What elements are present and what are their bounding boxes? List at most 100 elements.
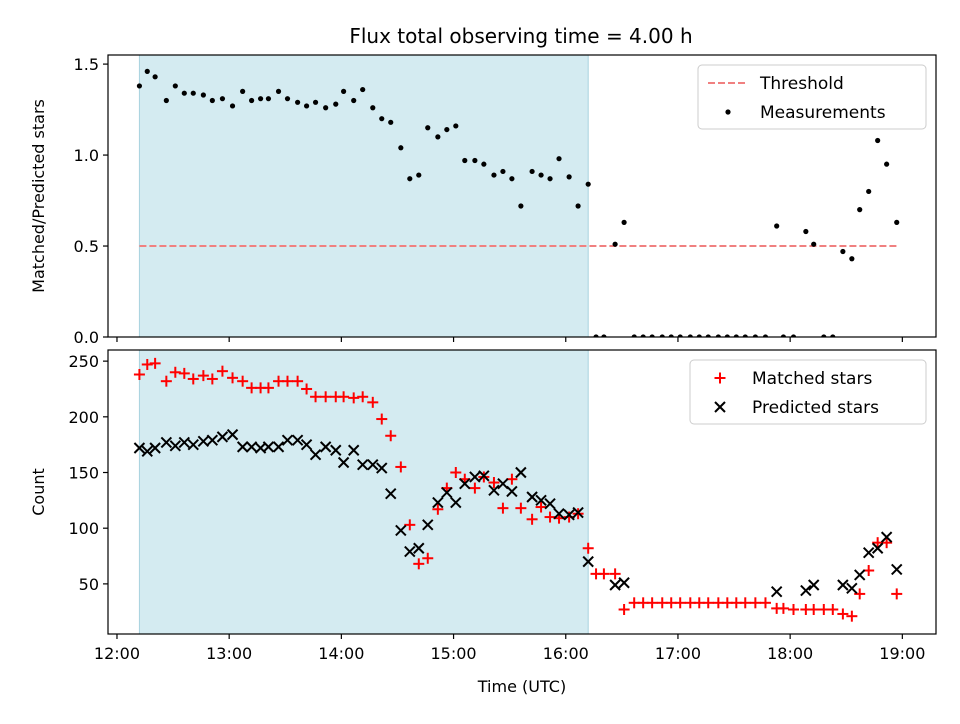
data-point bbox=[609, 579, 621, 591]
data-point bbox=[360, 86, 366, 93]
data-point bbox=[563, 509, 575, 521]
data-point bbox=[237, 375, 249, 387]
data-point bbox=[152, 74, 158, 80]
data-point bbox=[395, 461, 407, 473]
data-point-stroke bbox=[291, 434, 304, 446]
data-point bbox=[181, 90, 187, 96]
data-point-stroke bbox=[469, 471, 481, 483]
x-tick-label: 13:00 bbox=[206, 644, 252, 663]
data-point-stroke bbox=[837, 579, 849, 591]
data-point bbox=[518, 203, 524, 209]
legend: Threshold Measurements bbox=[697, 64, 927, 130]
data-point bbox=[724, 334, 730, 337]
data-point-stroke bbox=[149, 442, 161, 454]
data-point bbox=[749, 597, 761, 609]
data-point bbox=[310, 391, 322, 403]
data-point bbox=[621, 219, 627, 225]
data-point bbox=[206, 373, 218, 385]
data-point bbox=[444, 126, 450, 133]
data-point bbox=[601, 334, 607, 337]
data-point bbox=[413, 558, 425, 570]
data-point bbox=[884, 161, 890, 167]
data-point bbox=[398, 145, 404, 151]
data-point bbox=[854, 588, 866, 600]
data-point bbox=[236, 441, 249, 453]
data-point bbox=[450, 496, 462, 509]
data-point bbox=[348, 392, 360, 404]
series-0 bbox=[136, 68, 900, 337]
data-point-stroke bbox=[488, 484, 500, 497]
data-point bbox=[407, 176, 413, 182]
data-point-stroke bbox=[422, 519, 434, 531]
data-point bbox=[422, 519, 434, 531]
data-point bbox=[469, 471, 481, 483]
data-point bbox=[413, 542, 425, 554]
data-point bbox=[880, 531, 893, 543]
data-point bbox=[702, 597, 714, 609]
data-point-stroke bbox=[432, 496, 444, 509]
data-point-stroke bbox=[236, 441, 249, 453]
data-point bbox=[762, 334, 769, 337]
data-point bbox=[144, 68, 150, 74]
data-point bbox=[240, 88, 246, 94]
data-point bbox=[538, 172, 544, 178]
data-point bbox=[303, 103, 310, 109]
data-point bbox=[515, 502, 527, 514]
figure-title: Flux total observing time = 4.00 h bbox=[349, 24, 692, 48]
data-point bbox=[187, 373, 199, 385]
data-point bbox=[759, 597, 771, 609]
data-point bbox=[752, 334, 758, 337]
data-point-stroke bbox=[330, 444, 342, 456]
data-point bbox=[281, 434, 294, 446]
data-point-stroke bbox=[197, 435, 210, 448]
data-point bbox=[849, 256, 855, 262]
data-point bbox=[821, 334, 827, 337]
data-point bbox=[376, 462, 388, 474]
data-point bbox=[160, 436, 173, 449]
data-point bbox=[227, 372, 239, 384]
series-1 bbox=[133, 428, 903, 598]
y-tick-label: 200 bbox=[68, 408, 99, 427]
legend-entry: Threshold bbox=[759, 74, 844, 94]
data-point bbox=[275, 88, 282, 94]
data-point bbox=[404, 545, 416, 558]
data-point bbox=[659, 334, 665, 337]
y-axis-label: Matched/Predicted stars bbox=[29, 99, 48, 293]
y-tick-label: 50 bbox=[79, 575, 99, 594]
data-point bbox=[245, 441, 258, 453]
legend: Matched stars Predicted stars bbox=[689, 359, 927, 425]
data-point bbox=[282, 375, 294, 387]
legend-box bbox=[697, 64, 927, 130]
data-point bbox=[609, 568, 621, 580]
x-tick-label: 12:00 bbox=[94, 644, 140, 663]
data-point bbox=[774, 223, 780, 229]
data-point-stroke bbox=[800, 584, 812, 597]
data-point bbox=[481, 161, 487, 167]
data-point-stroke bbox=[572, 506, 584, 519]
data-point bbox=[257, 96, 264, 102]
data-point-stroke bbox=[356, 459, 369, 471]
data-point-stroke bbox=[891, 563, 903, 576]
data-point-stroke bbox=[245, 441, 258, 453]
x-tick-label: 17:00 bbox=[655, 644, 701, 663]
data-point-stroke bbox=[160, 436, 173, 449]
data-point bbox=[837, 608, 849, 620]
x-tick-label: 15:00 bbox=[431, 644, 477, 663]
data-point-stroke bbox=[808, 579, 820, 591]
data-point bbox=[715, 334, 721, 337]
data-point bbox=[497, 502, 509, 514]
data-point bbox=[830, 334, 836, 337]
data-point bbox=[292, 375, 304, 387]
data-point bbox=[209, 97, 215, 104]
data-point bbox=[506, 485, 518, 498]
data-point bbox=[432, 496, 444, 509]
data-point-stroke bbox=[281, 434, 294, 446]
y-tick-label: 150 bbox=[68, 464, 99, 483]
data-point bbox=[133, 442, 146, 454]
data-point bbox=[469, 482, 481, 494]
data-point bbox=[854, 569, 866, 581]
data-point bbox=[178, 436, 190, 449]
data-point bbox=[330, 444, 342, 456]
observing-window bbox=[138, 349, 589, 635]
